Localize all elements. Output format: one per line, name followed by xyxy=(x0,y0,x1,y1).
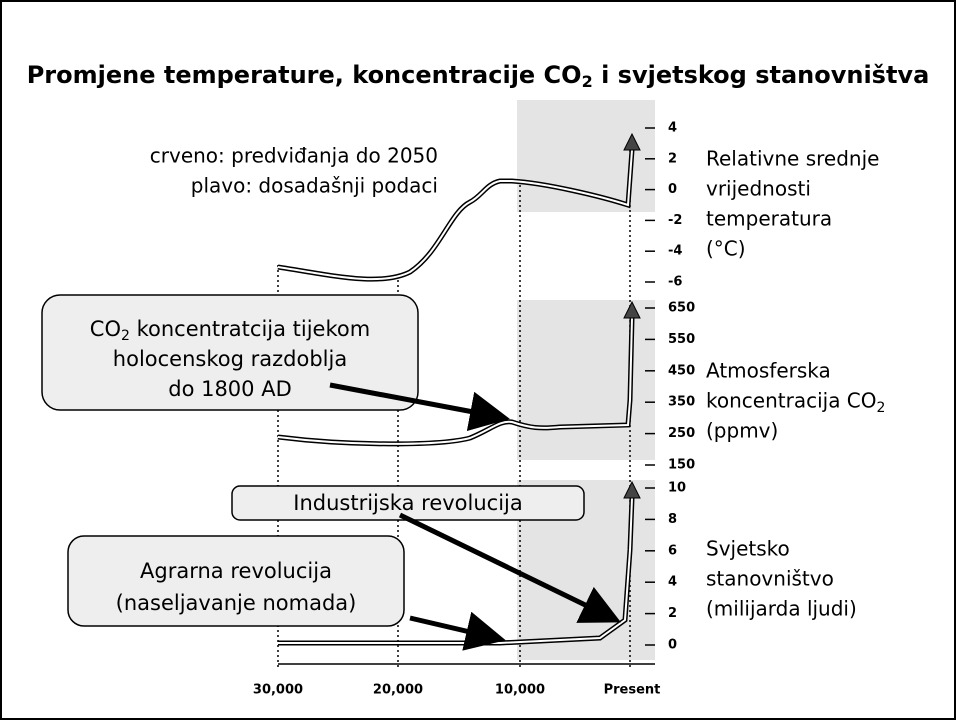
tick-label: 0 xyxy=(668,182,677,197)
tick-label: -2 xyxy=(668,213,682,228)
axis-label: stanovništvo xyxy=(706,567,834,591)
tick-label: 8 xyxy=(668,512,677,527)
tick-label: 2 xyxy=(668,606,677,621)
tick-label: -6 xyxy=(668,275,682,290)
tick-label: 6 xyxy=(668,543,677,558)
tick-label: 350 xyxy=(668,395,695,410)
tick-label: 4 xyxy=(668,575,677,590)
legend-red: crveno: predviđanja do 2050 xyxy=(150,144,438,168)
callout-box xyxy=(67,535,405,627)
tick-label: 2 xyxy=(668,151,677,166)
callout-text: CO2 koncentratcija tijekom xyxy=(90,317,370,344)
tick-label: 10 xyxy=(668,481,686,496)
tick-label: 450 xyxy=(668,363,695,378)
callout-text: Agrarna revolucija xyxy=(140,559,332,583)
tick-label: 550 xyxy=(668,332,695,347)
x-tick-label: 20,000 xyxy=(373,683,423,698)
tick-label: 650 xyxy=(668,301,695,316)
callout-text: holocenskog razdoblja xyxy=(113,347,347,371)
axis-label: Svjetsko xyxy=(706,537,790,561)
tick-label: -4 xyxy=(668,244,682,259)
axis-label: koncentracija CO2 xyxy=(706,389,885,417)
axis-label-sub: 2 xyxy=(877,400,886,416)
axis-label: vrijednosti xyxy=(706,177,811,201)
axis-label: Relativne srednje xyxy=(706,147,879,171)
x-tick-label: 30,000 xyxy=(253,683,303,698)
callout-text: Industrijska revolucija xyxy=(293,491,523,515)
tick-label: 0 xyxy=(668,638,677,653)
axis-label: temperatura xyxy=(706,207,832,231)
callout-text: do 1800 AD xyxy=(168,377,292,401)
title: Promjene temperature, koncentracije CO2 … xyxy=(27,61,930,91)
callout-text: (naseljavanje nomada) xyxy=(116,591,357,615)
tick-label: 4 xyxy=(668,121,677,136)
tick-label: 250 xyxy=(668,426,695,441)
x-tick-label: Present xyxy=(604,683,661,698)
legend-blue: plavo: dosadašnji podaci xyxy=(191,174,438,198)
tick-label: 150 xyxy=(668,458,695,473)
arrowheads xyxy=(623,132,641,499)
x-tick-label: 10,000 xyxy=(495,683,545,698)
axis-label: Atmosferska xyxy=(706,359,831,383)
axis-label: (°C) xyxy=(706,237,746,261)
axis-label: (ppmv) xyxy=(706,419,778,443)
callout-box xyxy=(41,294,419,411)
callout-arrows xyxy=(329,382,621,651)
axis-label: (milijarda ljudi) xyxy=(706,597,857,621)
